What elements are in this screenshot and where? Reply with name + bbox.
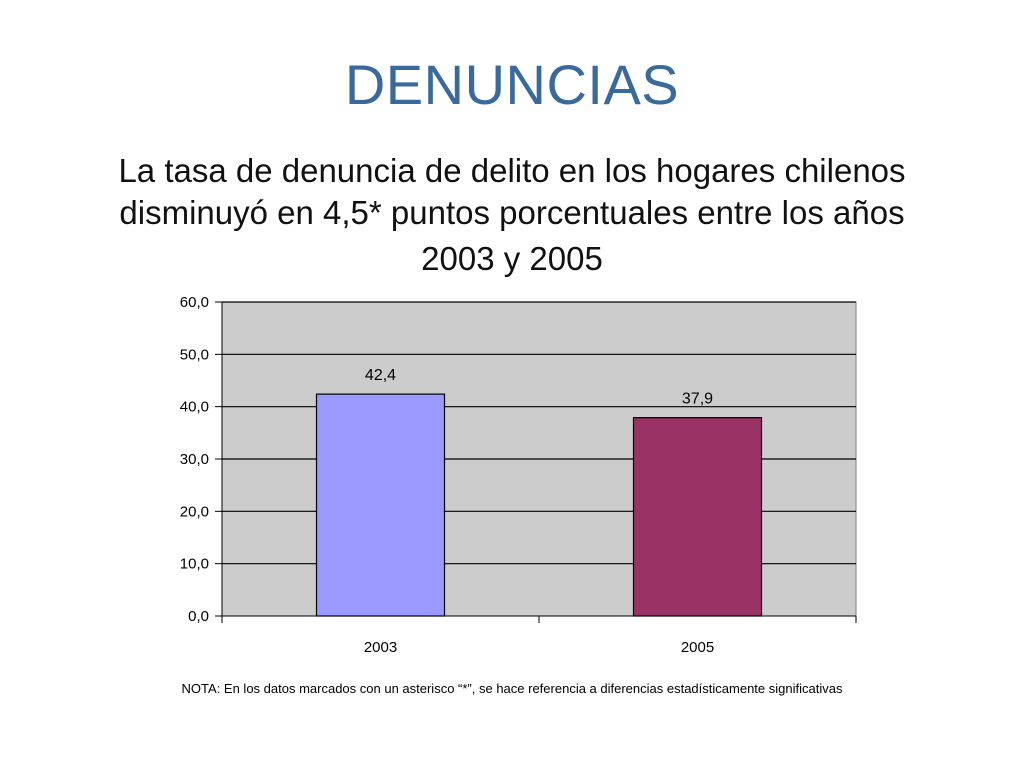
data-label-2003: 42,4 <box>365 367 396 384</box>
y-tick-label: 30,0 <box>180 451 209 468</box>
y-tick-label: 40,0 <box>180 399 209 416</box>
y-tick-label: 0,0 <box>188 608 209 625</box>
slide-title: DENUNCIAS <box>344 53 680 116</box>
y-tick-label: 20,0 <box>180 503 209 520</box>
bar-2003 <box>315 393 446 617</box>
x-tick-label-2005: 2005 <box>681 639 714 656</box>
y-tick-label: 60,0 <box>180 294 209 311</box>
y-tick-label: 10,0 <box>180 556 209 573</box>
slide-subtitle: La tasa de denuncia de delito en los hog… <box>60 150 964 280</box>
bar-2005 <box>632 417 763 617</box>
data-label-2005: 37,9 <box>682 391 713 408</box>
y-tick-label: 50,0 <box>180 346 209 363</box>
subtitle-line-2: disminuyó en 4,5* puntos porcentuales en… <box>119 194 905 231</box>
footnote: NOTA: En los datos marcados con un aster… <box>181 681 843 696</box>
x-tick-label-2003: 2003 <box>364 639 397 656</box>
subtitle-line-3: 2003 y 2005 <box>421 240 603 277</box>
subtitle-line-1: La tasa de denuncia de delito en los hog… <box>118 152 906 189</box>
